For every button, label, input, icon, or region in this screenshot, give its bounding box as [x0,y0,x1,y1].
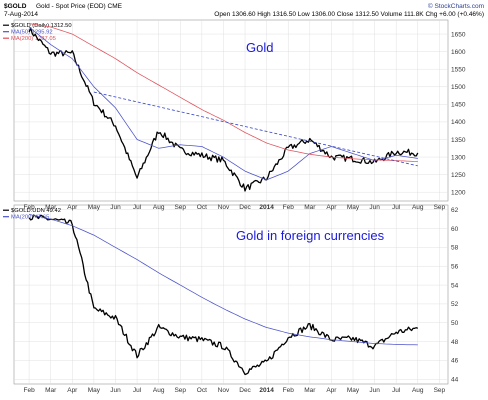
legend-entry: $GOLD:UDN 49.42 [11,208,61,214]
x-tick-label: Sep [434,387,446,394]
y-tick-label: 1450 [451,102,466,109]
x-tick-label: Dec [239,387,251,394]
x-tick-label: Apr [67,387,78,394]
x-tick-label: Mar [304,387,316,394]
chart-annotation: Gold in foreign currencies [236,228,385,243]
series-line-ma1 [29,214,418,346]
y-tick-label: 48 [451,339,459,346]
x-tick-label: Sep [174,387,186,394]
y-tick-label: 60 [451,226,459,233]
y-tick-label: 58 [451,245,459,252]
x-tick-label: Aug [412,387,424,394]
chart-annotation: Gold [246,40,273,55]
y-tick-label: 1300 [451,154,466,161]
x-tick-label: Dec [239,204,251,211]
y-tick-label: 1500 [451,84,466,91]
x-tick-label: Jun [369,204,380,211]
y-tick-label: 1250 [451,172,466,179]
x-tick-label: May [88,387,101,394]
x-tick-label: Oct [197,387,207,394]
series-line-price [28,27,419,192]
y-tick-label: 1400 [451,119,466,126]
x-tick-label: Aug [153,204,165,211]
y-tick-label: 1350 [451,137,466,144]
x-tick-label: Apr [67,204,78,211]
y-tick-label: 56 [451,264,459,271]
x-tick-label: Oct [197,204,207,211]
x-tick-label: Jun [110,204,121,211]
legend-entry: MA(200) 1287.05 [11,36,56,42]
x-tick-label: May [347,204,360,211]
x-tick-label: Nov [218,387,230,394]
x-tick-label: Jul [392,204,401,211]
x-tick-label: Aug [153,387,165,394]
y-tick-label: 46 [451,358,459,365]
legend-entry: MA(200) 47.65 [11,215,49,221]
y-tick-label: 1550 [451,67,466,74]
x-tick-label: Feb [283,204,295,211]
gold-foreign-currency-panel: 44 46 48 50 52 54 56 58 60 62 $GOLD:UDN 49.42MA(20… [3,204,459,385]
x-tick-label: Jul [133,387,142,394]
x-tick-label: Apr [326,387,337,394]
series-line-ma2 [29,23,418,162]
x-tick-label: Feb [283,387,295,394]
x-tick-label: Mar [45,204,57,211]
x-tick-label: Apr [326,204,337,211]
y-tick-label: 54 [451,282,459,289]
y-tick-label: 62 [451,207,459,214]
x-tick-label: Sep [174,204,186,211]
symbol-label: $GOLD [4,3,27,10]
trendline [93,91,418,167]
series-line-price [28,214,418,376]
x-tick-label: Sep [434,204,446,211]
x-tick-label: Aug [412,204,424,211]
x-tick-label: Feb [24,387,36,394]
plot-area [13,19,449,202]
instrument-description: Gold - Spot Price (EOD) CME [36,3,123,10]
y-tick-label: 1200 [451,190,466,197]
quote-line: Open 1306.60 High 1316.50 Low 1306.00 Cl… [214,11,484,18]
x-tick-label: Mar [304,204,316,211]
x-tick-label: Feb [24,204,36,211]
x-tick-label: Jul [392,387,401,394]
x-tick-label: Jun [110,387,121,394]
x-tick-label: Jul [133,204,142,211]
y-tick-label: 50 [451,320,459,327]
y-tick-label: 1600 [451,49,466,56]
x-tick-label: Mar [45,387,57,394]
y-tick-label: 52 [451,301,459,308]
y-tick-label: 1650 [451,31,466,38]
y-tick-label: 44 [451,377,459,384]
x-tick-label: 2014 [259,204,274,211]
legend-entry: $GOLD (Daily) 1312.50 [11,23,72,29]
x-tick-label: May [347,387,360,394]
x-axis: Feb Mar Apr May Jun Jul Aug Sep Oct Nov Dec 2014 Feb… [24,204,446,394]
x-tick-label: Nov [218,204,230,211]
watermark: © StockCharts.com [428,2,484,10]
chart-header: $GOLD Gold - Spot Price (EOD) CME 7-Aug-… [4,2,484,18]
x-tick-label: May [88,204,101,211]
x-tick-label: Jun [369,387,380,394]
series-line-ma1 [28,26,418,181]
chart-date: 7-Aug-2014 [4,11,38,18]
gold-price-panel: 1200 1250 1300 1350 1400 1450 1500 1550 1600 1650… [3,19,466,202]
x-tick-label: 2014 [259,387,274,394]
